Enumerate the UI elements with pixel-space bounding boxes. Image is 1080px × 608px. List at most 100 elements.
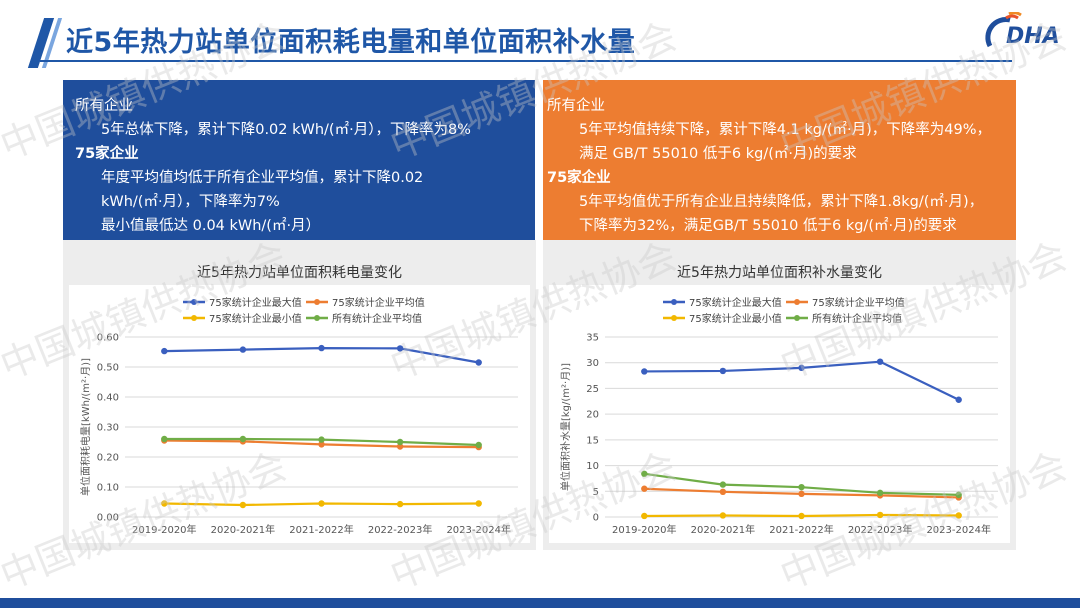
data-point <box>798 364 805 372</box>
chart-water: 近5年热力站单位面积补水量变化 75家统计企业最大值 75家统计企业平均值 75家统… <box>543 240 1016 550</box>
title-underline <box>40 60 1012 62</box>
data-point <box>475 359 482 366</box>
data-point <box>318 436 325 443</box>
data-point <box>798 490 805 498</box>
x-tick-label: 2019-2020年 <box>612 523 677 536</box>
data-point <box>161 347 168 355</box>
data-point <box>318 344 325 352</box>
data-point <box>955 396 962 403</box>
data-point <box>876 358 884 365</box>
x-tick-label: 2022-2023年 <box>848 523 913 536</box>
panel-right-summary: 所有企业 5年平均值持续下降，累计下降4.1 kg/(㎡·月)，下降率为49%，… <box>543 80 1016 240</box>
data-point <box>318 500 325 507</box>
data-point <box>719 367 727 375</box>
data-point <box>641 512 648 520</box>
y-tick-label: 35 <box>586 333 599 344</box>
data-point <box>318 441 325 448</box>
page-title: 近5年热力站单位面积耗电量和单位面积补水量 <box>66 27 636 58</box>
y-tick-label: 30 <box>586 358 599 369</box>
panel-left-line: 5年总体下降，累计下降0.02 kWh/(㎡·月），下降率为8% <box>101 122 471 138</box>
panel-left-line: 所有企业 <box>75 98 133 114</box>
y-tick-label: 15 <box>586 435 599 446</box>
panel-left-summary: 所有企业 5年总体下降，累计下降0.02 kWh/(㎡·月），下降率为8% 75… <box>63 80 535 240</box>
data-point <box>876 489 884 497</box>
data-point <box>719 481 727 488</box>
panel-left-line: 年度平均值均低于所有企业平均值，累计下降0.02 <box>101 170 424 186</box>
panel-left-line: 75家企业 <box>75 146 139 162</box>
data-point <box>798 483 805 491</box>
legend-label: 75家统计企业最大值 <box>689 296 782 309</box>
data-point <box>719 488 727 495</box>
panel-right-line: 75家企业 <box>547 170 611 186</box>
plot-area <box>69 285 530 543</box>
data-point <box>798 512 805 520</box>
x-tick-label: 2021-2022年 <box>769 523 834 536</box>
data-point <box>641 368 648 375</box>
y-tick-label: 5 <box>593 487 599 498</box>
panel-left-line: 最小值最低达 0.04 kWh/(㎡·月） <box>101 218 321 234</box>
chart-title: 近5年热力站单位面积耗电量变化 <box>197 265 402 281</box>
data-point <box>396 500 404 508</box>
bottom-bar <box>0 598 1080 608</box>
legend-marker <box>671 315 677 321</box>
panel-right-line: 5年平均值优于所有企业且持续降低，累计下降1.8kg/(㎡·月)， <box>579 194 984 210</box>
panel-right-line: 满足 GB/T 55010 低于6 kg/(㎡·月)的要求 <box>579 146 857 162</box>
logo-text: DHA <box>1006 24 1060 49</box>
x-tick-label: 2020-2021年 <box>691 523 756 536</box>
y-tick-label: 0.10 <box>97 483 119 494</box>
y-tick-label: 0.50 <box>97 363 119 374</box>
y-tick-label: 0.60 <box>97 333 119 344</box>
data-point <box>475 441 482 449</box>
y-tick-label: 0.20 <box>97 453 119 464</box>
x-tick-label: 2019-2020年 <box>132 523 197 536</box>
legend-marker <box>671 299 677 305</box>
x-tick-label: 2020-2021年 <box>211 523 276 536</box>
panel-right-line: 下降率为32%，满足GB/T 55010 低于6 kg/(㎡·月)的要求 <box>579 218 957 234</box>
x-tick-label: 2023-2024年 <box>926 523 991 536</box>
y-axis-label: 单位面积补水量[kg/(m²·月)] <box>559 363 572 491</box>
data-point <box>239 435 247 443</box>
dha-logo-icon <box>985 12 1022 48</box>
chart-title: 近5年热力站单位面积补水量变化 <box>677 265 882 281</box>
data-point <box>239 501 247 509</box>
panel-right-line: 所有企业 <box>547 98 605 114</box>
data-point <box>641 485 648 492</box>
legend-marker <box>794 299 800 305</box>
data-point <box>641 470 648 477</box>
data-point <box>396 443 404 450</box>
data-point <box>475 500 482 507</box>
y-axis-label: 单位面积耗电量[kWh/(m²·月)] <box>79 358 92 496</box>
panel-right-line: 5年平均值持续下降，累计下降4.1 kg/(㎡·月)，下降率为49%， <box>579 122 992 138</box>
y-tick-label: 0.00 <box>97 513 119 524</box>
y-tick-label: 0.40 <box>97 393 119 404</box>
legend-label: 75家统计企业平均值 <box>812 296 905 309</box>
y-tick-label: 0 <box>593 513 599 524</box>
data-point <box>161 435 168 443</box>
data-point <box>955 512 962 519</box>
data-point <box>396 345 404 352</box>
data-point <box>876 511 884 519</box>
chart-water-svg: 75家统计企业最大值 75家统计企业平均值 75家统计企业最小值 所有统计企业平均值 0… <box>549 285 1010 543</box>
y-tick-label: 10 <box>586 461 599 472</box>
legend-label: 75家统计企业最小值 <box>209 312 302 325</box>
y-tick-label: 20 <box>586 410 599 421</box>
legend-marker <box>191 299 197 305</box>
data-point <box>396 438 404 446</box>
x-tick-label: 2023-2024年 <box>446 523 511 536</box>
panel-left-line: kWh/(㎡·月），下降率为7% <box>101 194 280 210</box>
legend-label: 75家统计企业最大值 <box>209 296 302 309</box>
x-tick-label: 2022-2023年 <box>368 523 433 536</box>
legend-marker <box>314 299 320 305</box>
data-point <box>955 491 962 499</box>
legend-label: 所有统计企业平均值 <box>812 312 902 325</box>
data-point <box>719 512 727 519</box>
data-point <box>239 346 247 353</box>
legend-label: 75家统计企业平均值 <box>332 296 425 309</box>
legend-label: 所有统计企业平均值 <box>332 312 422 325</box>
data-point <box>161 500 168 507</box>
legend-marker <box>314 315 320 321</box>
chart-electricity-svg: 75家统计企业最大值 75家统计企业平均值 75家统计企业最小值 所有统计企业平均值 0… <box>69 285 530 543</box>
chart-electricity: 近5年热力站单位面积耗电量变化 75家统计企业最大值 75家统计企业平均值 75家统… <box>63 240 536 550</box>
legend-marker <box>191 315 197 321</box>
title-bar: 近5年热力站单位面积耗电量和单位面积补水量 <box>0 8 1080 68</box>
